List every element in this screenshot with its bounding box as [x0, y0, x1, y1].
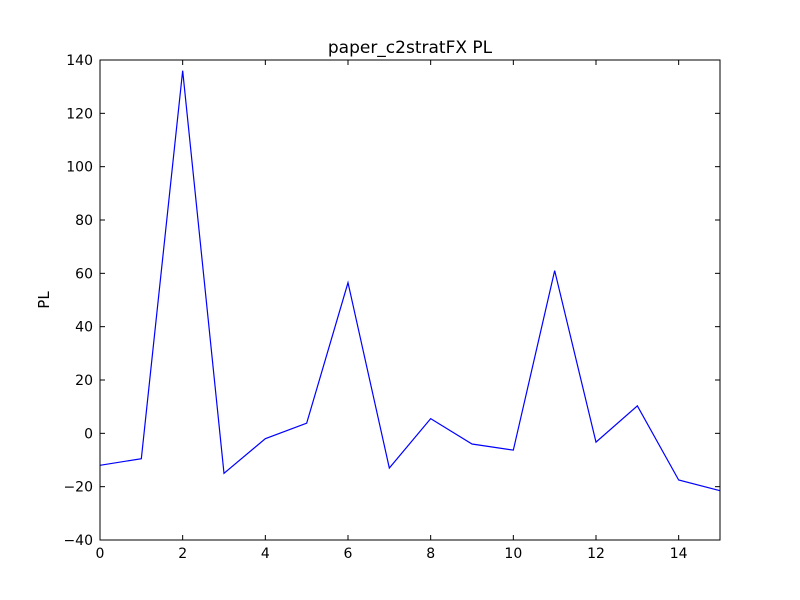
- y-tick-label: 140: [66, 53, 93, 69]
- x-tick-label: 2: [178, 546, 187, 562]
- y-tick-label: 120: [66, 106, 93, 122]
- y-tick-label: 0: [84, 426, 93, 442]
- y-tick-label: −20: [63, 480, 93, 496]
- y-tick-label: 80: [75, 213, 93, 229]
- chart-title: paper_c2stratFX PL: [328, 38, 493, 58]
- y-tick-label: 20: [75, 373, 93, 389]
- x-tick-label: 4: [261, 546, 270, 562]
- x-tick-label: 6: [344, 546, 353, 562]
- x-tick-label: 10: [504, 546, 522, 562]
- x-tick-label: 0: [96, 546, 105, 562]
- series-group: [99, 70, 721, 492]
- y-tick-label: −40: [63, 533, 93, 549]
- y-tick-label: 60: [75, 266, 93, 282]
- x-tick-label: 14: [670, 546, 688, 562]
- y-tick-label: 100: [66, 160, 93, 176]
- y-axis-label: PL: [35, 291, 53, 309]
- series-line: [99, 70, 721, 492]
- axis-ticks: 0 2 4 6 8 10 12 14 −40 −20 0 20 40 60 80 100 120 140: [63, 53, 720, 562]
- x-tick-label: 12: [587, 546, 605, 562]
- plot-frame: [99, 59, 721, 541]
- x-tick-label: 8: [426, 546, 435, 562]
- y-tick-label: 40: [75, 320, 93, 336]
